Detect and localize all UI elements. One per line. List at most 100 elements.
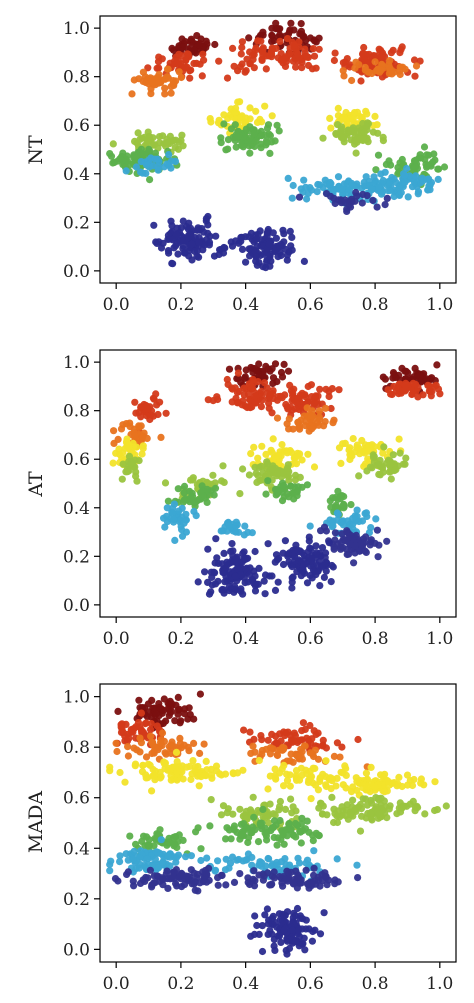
at-data-point bbox=[402, 367, 410, 375]
mada-data-point bbox=[271, 765, 279, 773]
nt-data-point bbox=[181, 38, 189, 46]
nt-data-point bbox=[109, 140, 117, 148]
at-data-point bbox=[292, 460, 301, 468]
nt-data-point bbox=[195, 41, 203, 50]
at-data-point bbox=[325, 539, 333, 547]
nt-data-point bbox=[237, 141, 245, 149]
at-data-point bbox=[163, 504, 171, 512]
at-data-point bbox=[273, 470, 282, 478]
nt-data-point bbox=[172, 231, 181, 239]
mada-data-point bbox=[213, 767, 221, 775]
at-data-point bbox=[210, 491, 218, 499]
mada-data-point bbox=[310, 847, 318, 855]
nt-data-point bbox=[288, 233, 296, 241]
nt-data-point bbox=[174, 250, 182, 258]
nt-data-point bbox=[392, 178, 400, 187]
nt-data-point bbox=[263, 124, 272, 132]
mada-data-point bbox=[127, 728, 135, 737]
mada-data-point bbox=[270, 817, 279, 825]
mada-data-point bbox=[297, 820, 305, 828]
at-data-point bbox=[244, 554, 252, 562]
mada-data-point bbox=[375, 810, 383, 818]
at-data-point bbox=[424, 381, 432, 389]
nt-data-point bbox=[243, 55, 251, 63]
at-data-point bbox=[379, 464, 387, 472]
at-data-point bbox=[278, 441, 286, 449]
mada-data-point bbox=[277, 938, 285, 947]
at-data-point bbox=[402, 454, 410, 462]
nt-data-point bbox=[288, 246, 296, 254]
mada-data-point bbox=[114, 877, 122, 885]
mada-data-point bbox=[320, 909, 328, 917]
nt-data-point bbox=[242, 258, 250, 266]
at-data-point bbox=[399, 387, 407, 395]
mada-data-point bbox=[301, 742, 309, 750]
at-data-point bbox=[272, 551, 281, 559]
mada-data-point bbox=[303, 817, 311, 825]
mada-data-point bbox=[343, 801, 351, 809]
nt-data-point bbox=[348, 76, 356, 85]
mada-data-point bbox=[129, 855, 137, 863]
mada-data-point bbox=[266, 800, 274, 808]
nt-data-point bbox=[262, 65, 270, 73]
at-data-point bbox=[386, 461, 394, 470]
at-data-point bbox=[329, 522, 337, 530]
mada-y-tick-label: 0.4 bbox=[63, 839, 90, 859]
nt-data-point bbox=[351, 140, 359, 148]
nt-data-point bbox=[355, 61, 363, 69]
mada-data-point bbox=[295, 776, 304, 784]
at-data-point bbox=[334, 487, 342, 495]
mada-data-point bbox=[137, 709, 145, 717]
at-data-point bbox=[262, 490, 270, 498]
nt-data-point bbox=[268, 38, 276, 46]
mada-data-point bbox=[233, 769, 242, 777]
nt-data-point bbox=[148, 78, 156, 86]
mada-data-point bbox=[272, 732, 280, 740]
mada-data-point bbox=[277, 858, 285, 866]
nt-data-point bbox=[368, 185, 376, 193]
at-data-point bbox=[361, 538, 369, 547]
nt-data-point bbox=[154, 163, 162, 171]
nt-data-point bbox=[177, 73, 185, 82]
nt-data-point bbox=[234, 67, 242, 75]
nt-data-point bbox=[279, 226, 287, 234]
at-data-point bbox=[212, 535, 220, 543]
at-data-point bbox=[371, 539, 379, 547]
at-data-point bbox=[274, 578, 282, 586]
at-data-point bbox=[175, 507, 183, 515]
mada-data-point bbox=[116, 852, 124, 860]
nt-data-point bbox=[266, 149, 274, 157]
mada-data-point bbox=[291, 731, 299, 740]
mada-data-point bbox=[272, 775, 280, 783]
at-data-point bbox=[353, 444, 361, 452]
at-data-point bbox=[290, 385, 298, 393]
nt-data-point bbox=[420, 143, 429, 151]
mada-data-point bbox=[176, 871, 184, 879]
mada-data-point bbox=[246, 880, 254, 889]
nt-data-point bbox=[374, 151, 383, 159]
mada-data-point bbox=[253, 921, 261, 930]
mada-y-tick-label: 0.8 bbox=[63, 738, 90, 758]
at-data-point bbox=[395, 435, 403, 443]
mada-data-point bbox=[277, 737, 285, 745]
nt-data-point bbox=[197, 35, 205, 43]
at-data-point bbox=[396, 449, 404, 457]
mada-data-point bbox=[371, 783, 379, 791]
at-data-point bbox=[349, 525, 357, 533]
nt-data-point bbox=[170, 244, 178, 252]
mada-data-point bbox=[170, 839, 178, 847]
mada-data-point bbox=[328, 793, 336, 802]
at-data-point bbox=[285, 558, 293, 566]
mada-data-point bbox=[174, 693, 182, 702]
at-data-point bbox=[362, 509, 370, 517]
nt-data-point bbox=[417, 154, 425, 162]
nt-data-point bbox=[309, 45, 317, 53]
mada-data-point bbox=[244, 850, 252, 858]
nt-data-point bbox=[163, 160, 171, 168]
mada-data-point bbox=[187, 775, 195, 784]
nt-y-tick-label: 0.2 bbox=[63, 213, 90, 233]
at-data-point bbox=[362, 548, 370, 557]
nt-data-point bbox=[394, 163, 402, 172]
mada-data-point bbox=[168, 741, 176, 750]
mada-data-point bbox=[147, 726, 155, 734]
